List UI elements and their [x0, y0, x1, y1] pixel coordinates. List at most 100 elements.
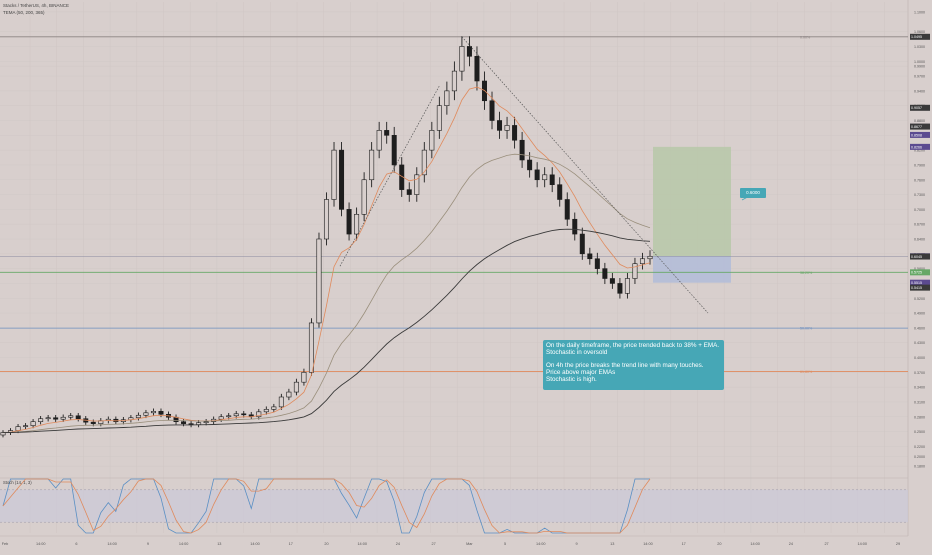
- analysis-callout[interactable]: On the daily timeframe, the price trende…: [543, 340, 724, 390]
- candle-body: [181, 421, 187, 424]
- candle-body: [30, 421, 36, 426]
- candle-body: [602, 268, 608, 279]
- x-tick-label: 13: [217, 542, 221, 546]
- ema-fast-line: [2, 86, 651, 433]
- candle-body: [226, 415, 232, 418]
- candle-body: [233, 413, 239, 417]
- candle-body: [459, 46, 465, 72]
- candle-body: [474, 56, 480, 82]
- candle-body: [23, 425, 29, 427]
- y-tick-label: 0.4600: [914, 326, 925, 330]
- y-tick-label: 0.2500: [914, 430, 925, 434]
- candle-body: [339, 149, 345, 210]
- ema-mid-line: [2, 153, 651, 433]
- candle-body: [519, 139, 525, 161]
- y-tick-label: 0.7300: [914, 193, 925, 197]
- candle-body: [286, 391, 292, 398]
- candle-body: [391, 135, 397, 166]
- price-tag-label: 0.5415: [911, 286, 922, 290]
- price-tag-bg: [910, 279, 930, 286]
- candle-body: [256, 411, 262, 418]
- price-tag-label: 0.8508: [911, 133, 922, 137]
- x-tick-label: 24: [396, 542, 400, 546]
- candle-body: [354, 214, 360, 235]
- candle-body: [624, 278, 630, 294]
- candle-body: [504, 125, 510, 131]
- y-tick-label: 0.5200: [914, 297, 925, 301]
- candle-body: [579, 233, 585, 255]
- y-tick-label: 0.2800: [914, 415, 925, 419]
- callout-line-3: On 4h the price breaks the trend line wi…: [546, 362, 704, 370]
- candle-body: [451, 70, 457, 92]
- y-tick-label: 0.3100: [914, 400, 925, 404]
- callout-line-2: Stochastic in oversold: [546, 349, 608, 357]
- y-tick-label: 1.0300: [914, 45, 925, 49]
- candle-body: [572, 218, 578, 235]
- candle-body: [429, 130, 435, 151]
- candle-body: [542, 174, 548, 181]
- x-tick-label: 14:00: [179, 542, 189, 546]
- candle-body: [617, 283, 623, 294]
- price-tag-label: 0.9057: [911, 106, 922, 110]
- candle-body: [369, 149, 375, 181]
- candle-body: [278, 396, 284, 408]
- candle-body: [414, 174, 420, 195]
- fib-level-label: 61.80%: [800, 370, 813, 374]
- candle-body: [647, 255, 653, 260]
- price-tag-label: 1.0495: [911, 35, 922, 39]
- candle-body: [564, 199, 570, 220]
- candle-body: [421, 149, 427, 176]
- y-tick-label: 0.4900: [914, 312, 925, 316]
- price-tag-bg: [910, 253, 930, 260]
- price-tag-label: 0.8266: [911, 145, 922, 149]
- price-tag-label: 0.8677: [911, 125, 922, 129]
- y-tick-label: 0.9400: [914, 89, 925, 93]
- y-tick-label: 0.9900: [914, 65, 925, 69]
- x-tick-label: 27: [824, 542, 828, 546]
- x-tick-label: 6: [75, 542, 77, 546]
- price-tag-bg: [910, 143, 930, 150]
- candle-body: [38, 418, 44, 422]
- y-tick-label: 0.6400: [914, 238, 925, 242]
- candle-body: [308, 322, 314, 373]
- price-tag-bg: [910, 104, 930, 111]
- x-tick-label: 13: [610, 542, 614, 546]
- x-tick-label: 17: [682, 542, 686, 546]
- candle-body: [384, 130, 390, 136]
- x-tick-label: Mar: [466, 542, 473, 546]
- candle-body: [150, 411, 156, 414]
- x-tick-label: 14:00: [250, 542, 260, 546]
- candle-body: [331, 149, 337, 200]
- candle-body: [639, 258, 645, 264]
- x-tick-label: 17: [289, 542, 293, 546]
- indicator-label[interactable]: TEMA (50, 200, 365): [3, 10, 45, 15]
- position-price-tag: 0.6000: [740, 188, 766, 198]
- candle-body: [263, 409, 269, 413]
- x-tick-label: 14:00: [36, 542, 46, 546]
- x-tick-label: 9: [575, 542, 577, 546]
- candle-body: [557, 184, 563, 200]
- y-tick-label: 0.7900: [914, 163, 925, 167]
- candle-body: [293, 381, 299, 393]
- candle-body: [587, 253, 593, 260]
- x-tick-label: 14:00: [750, 542, 760, 546]
- loss-zone: [653, 256, 731, 283]
- ema-slow-line: [2, 228, 651, 434]
- y-tick-label: 0.8200: [914, 149, 925, 153]
- stoch-d-line: [2, 478, 651, 534]
- candle-body: [241, 413, 247, 416]
- symbol-title[interactable]: Stacks / TetherUS, 4h, BINANCE: [3, 3, 69, 8]
- candle-body: [316, 238, 322, 324]
- y-tick-label: 0.5800: [914, 267, 925, 271]
- candle-body: [436, 105, 442, 131]
- callout-line-5: Stochastic is high.: [546, 376, 597, 384]
- y-tick-label: 0.6700: [914, 223, 925, 227]
- candle-body: [218, 416, 224, 420]
- x-tick-label: Feb: [2, 542, 9, 546]
- y-tick-label: 0.8800: [914, 119, 925, 123]
- candle-body: [143, 412, 149, 416]
- candle-body: [301, 372, 307, 383]
- candle-body: [135, 414, 141, 419]
- y-tick-label: 0.3400: [914, 386, 925, 390]
